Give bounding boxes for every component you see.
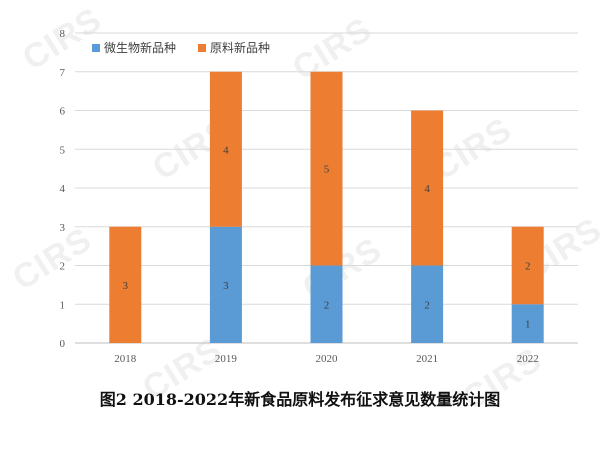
data-label: 4 (223, 144, 229, 156)
bar-segment (310, 265, 343, 343)
y-tick-label: 5 (60, 144, 66, 156)
data-label: 2 (324, 299, 330, 311)
data-label: 3 (123, 280, 129, 292)
bar-segment (209, 226, 242, 343)
y-tick-label: 1 (60, 299, 66, 311)
chart-title: 图2 2018-2022年新食品原料发布征求意见数量统计图 (99, 390, 501, 409)
y-tick-label: 2 (60, 261, 66, 273)
y-tick-label: 8 (60, 28, 66, 40)
bar-segment (411, 265, 444, 343)
x-tick-label: 2019 (215, 353, 238, 365)
bar-segment (109, 226, 142, 343)
bar-segment (511, 226, 544, 305)
x-tick-label: 2018 (114, 353, 137, 365)
bar-segment (511, 304, 544, 343)
x-tick-label: 2022 (517, 353, 539, 365)
data-label: 2 (424, 299, 430, 311)
y-tick-label: 4 (60, 183, 66, 195)
y-axis-ticks: 0 1 2 3 4 5 6 7 8 (60, 28, 66, 350)
legend-label: 原料新品种 (210, 40, 270, 55)
bar-segment (411, 110, 444, 266)
y-tick-label: 7 (60, 67, 66, 79)
x-tick-label: 2020 (316, 353, 339, 365)
y-tick-label: 3 (60, 222, 66, 234)
legend: 微生物新品种 原料新品种 (92, 40, 270, 55)
legend-swatch (198, 44, 206, 52)
x-axis-ticks: 2018 2019 2020 2021 2022 (114, 353, 538, 365)
bars: 0334252412 (109, 71, 544, 343)
data-label: 1 (525, 319, 531, 331)
x-tick-label: 2021 (416, 353, 438, 365)
y-tick-label: 0 (60, 338, 66, 350)
data-label: 2 (525, 261, 531, 273)
data-label: 3 (223, 280, 229, 292)
bar-segment (310, 71, 343, 266)
legend-label: 微生物新品种 (104, 40, 176, 55)
y-tick-label: 6 (60, 106, 66, 118)
bar-segment (209, 71, 242, 227)
data-label: 5 (324, 164, 330, 176)
data-label: 4 (424, 183, 430, 195)
legend-swatch (92, 44, 100, 52)
stacked-bar-chart: 0 1 2 3 4 5 6 7 8 0 3 3 4 2 5 2 4 1 2 2018 2019 2020 2021 202… (60, 28, 578, 365)
